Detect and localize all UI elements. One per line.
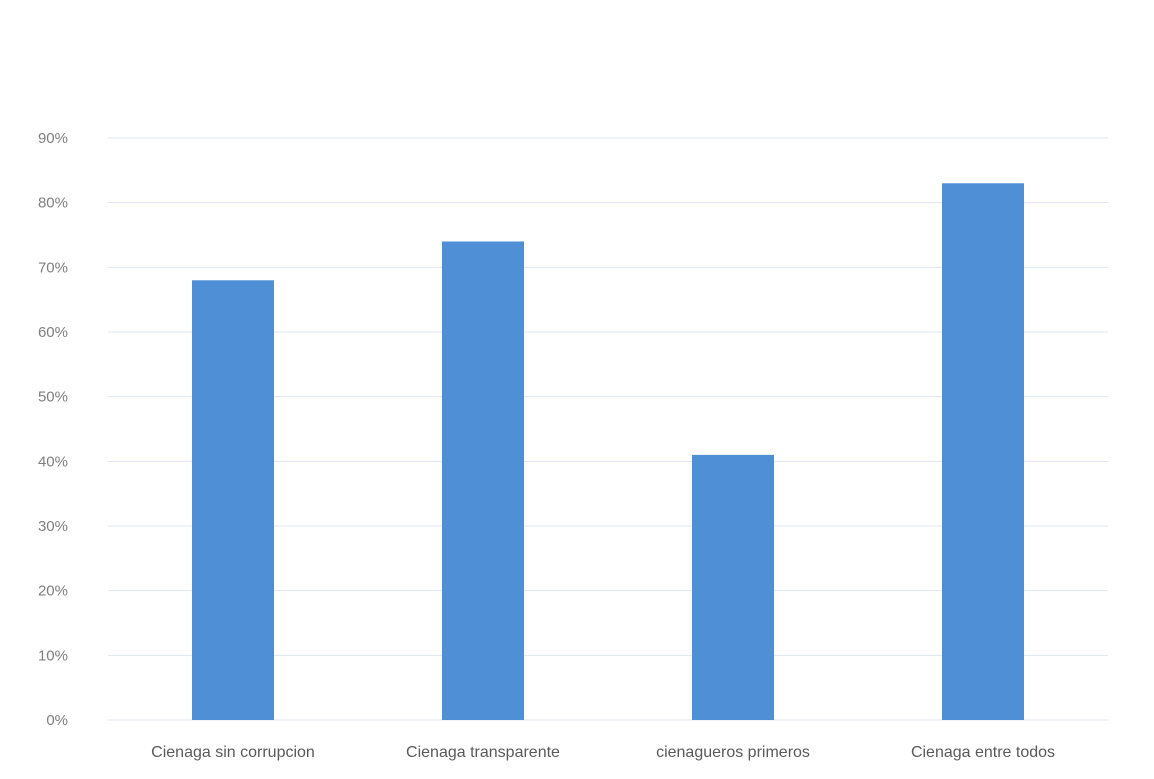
y-tick-label: 70%: [38, 259, 68, 276]
bar-1: [192, 280, 274, 720]
y-axis-ticks: 0% 10% 20% 30% 40% 50% 60% 70% 80% 90%: [38, 130, 68, 729]
y-tick-label: 90%: [38, 130, 68, 147]
category-label: Cienaga entre todos: [911, 744, 1055, 761]
bar-4: [942, 183, 1024, 720]
y-tick-label: 60%: [38, 324, 68, 341]
bar-3: [692, 454, 774, 720]
y-tick-label: 10%: [38, 647, 68, 664]
category-label: Cienaga transparente: [406, 744, 560, 761]
bar-2: [442, 241, 524, 720]
gridlines: [108, 137, 1108, 721]
x-axis-labels: Cienaga sin corrupcion Cienaga transparen…: [151, 744, 1055, 761]
y-tick-label: 80%: [38, 195, 68, 212]
bars: [192, 183, 1024, 720]
category-label: Cienaga sin corrupcion: [151, 744, 315, 761]
y-tick-label: 0%: [46, 712, 68, 729]
y-tick-label: 30%: [38, 518, 68, 535]
y-tick-label: 20%: [38, 583, 68, 600]
y-tick-label: 50%: [38, 389, 68, 406]
y-tick-label: 40%: [38, 453, 68, 470]
category-label: cienagueros primeros: [656, 744, 810, 761]
